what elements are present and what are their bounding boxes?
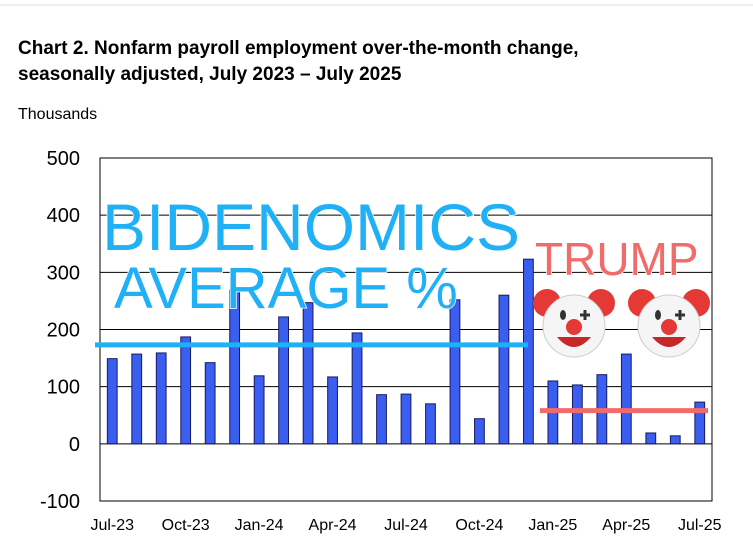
clown-eye xyxy=(655,310,661,320)
bar xyxy=(694,401,706,445)
annotation: AVERAGE % xyxy=(114,256,458,321)
bar xyxy=(400,393,412,445)
bar xyxy=(645,432,657,445)
clown-nose xyxy=(566,319,582,335)
bar xyxy=(425,403,436,445)
x-tick-label: Jul-25 xyxy=(678,517,722,534)
y-tick-label: 0 xyxy=(69,434,80,456)
bar xyxy=(327,376,338,445)
bar xyxy=(571,384,583,445)
y-tick-label: 200 xyxy=(47,320,80,342)
x-tick-label: Jul-24 xyxy=(384,517,428,534)
x-tick-label: Oct-24 xyxy=(455,517,503,534)
bar xyxy=(498,294,510,445)
bar xyxy=(229,289,241,445)
y-axis-label: Thousands xyxy=(18,106,97,123)
clown-mouth xyxy=(652,337,686,347)
clown-eye xyxy=(560,310,566,320)
clown-icon xyxy=(533,289,615,358)
x-tick-label: Jan-24 xyxy=(235,517,284,534)
bar xyxy=(376,394,387,445)
bar xyxy=(106,358,118,445)
x-tick-label: Jan-25 xyxy=(528,517,577,534)
y-tick-label: -100 xyxy=(40,491,80,513)
annotation: BIDENOMICS xyxy=(102,190,520,264)
y-tick-label: 400 xyxy=(47,205,80,227)
annotation: TRUMP xyxy=(535,233,699,285)
bar xyxy=(449,299,461,445)
y-tick-label: 500 xyxy=(47,148,80,170)
bar xyxy=(204,362,216,445)
bar xyxy=(253,375,265,445)
plot-frame xyxy=(99,157,713,502)
y-tick-label: 300 xyxy=(47,262,80,284)
clown-eye xyxy=(580,310,590,320)
bar xyxy=(474,418,485,445)
bar xyxy=(351,332,363,445)
bar xyxy=(278,316,289,445)
x-tick-label: Apr-25 xyxy=(602,517,650,534)
x-tick-label: Apr-24 xyxy=(309,517,357,534)
bar xyxy=(180,336,192,445)
chart-title: seasonally adjusted, July 2023 – July 20… xyxy=(18,64,402,85)
bar xyxy=(523,258,534,445)
clown-nose xyxy=(661,319,677,335)
y-tick-label: 100 xyxy=(47,377,80,399)
x-tick-label: Jul-23 xyxy=(90,517,134,534)
bar xyxy=(620,353,632,445)
clown-mouth xyxy=(557,337,591,347)
clown-eye xyxy=(675,310,685,320)
bar xyxy=(155,352,167,445)
bar xyxy=(669,435,681,445)
x-tick-label: Oct-23 xyxy=(162,517,210,534)
bar xyxy=(302,302,314,445)
clown-icon xyxy=(628,289,710,358)
chart-title: Chart 2. Nonfarm payroll employment over… xyxy=(18,38,579,59)
bar xyxy=(131,353,143,445)
